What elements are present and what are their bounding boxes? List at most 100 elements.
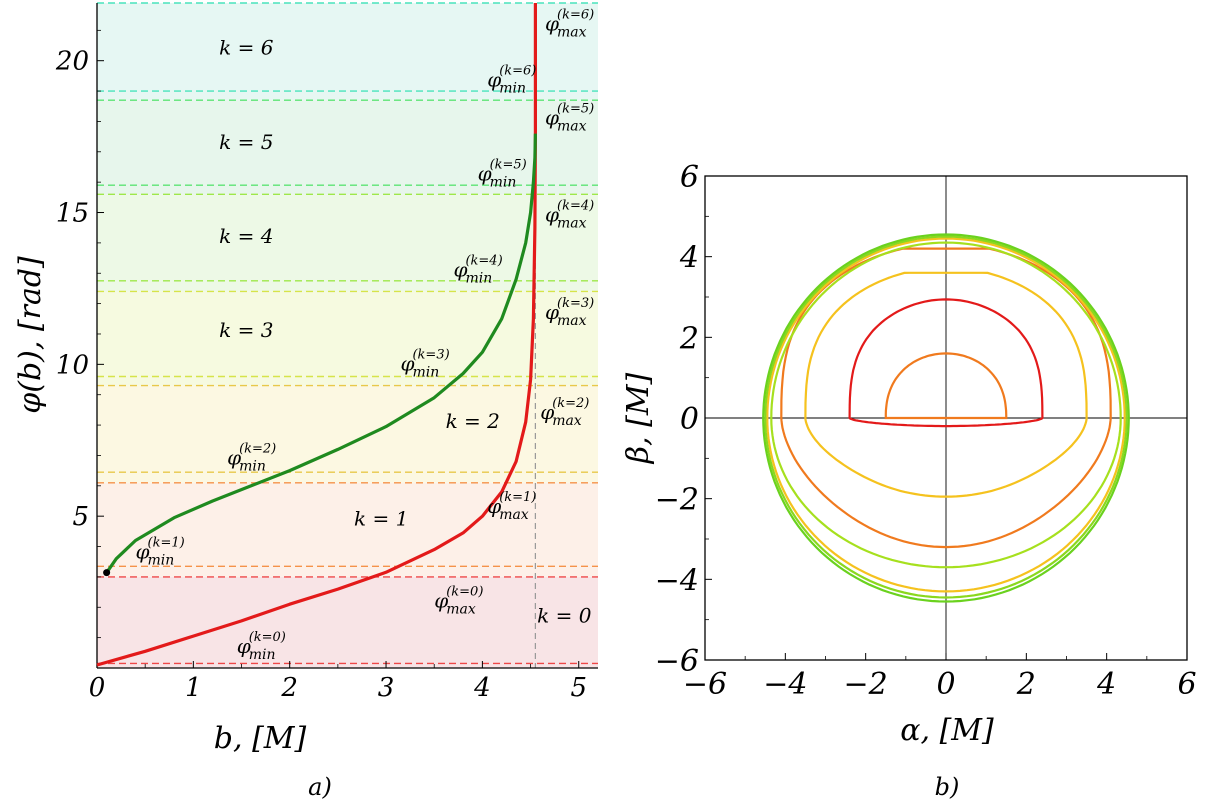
k-label-1: k = 1	[354, 506, 408, 530]
y-tick-label: 15	[56, 199, 89, 229]
start-point	[103, 569, 111, 577]
phi-max-k2: φ(k=2) max	[540, 396, 589, 429]
phi-subscript: min	[412, 364, 439, 380]
phi-symbol: φ	[487, 494, 501, 518]
y-tick-label: 6	[680, 160, 699, 195]
y-tick-label: 4	[679, 241, 699, 276]
y-tick-label: −4	[655, 563, 699, 598]
phi-symbol: φ	[478, 162, 492, 186]
phi-min-k3: φ(k=3) min	[400, 347, 449, 380]
phi-subscript: min	[465, 270, 492, 286]
x-tick-label: 2	[280, 673, 298, 703]
phi-superscript: (k=2)	[239, 442, 276, 457]
phi-symbol: φ	[545, 105, 559, 129]
phi-symbol: φ	[227, 446, 241, 470]
y-tick-label: 2	[679, 321, 699, 356]
phi-max-k4: φ(k=4) max	[545, 199, 594, 232]
phi-max-k1: φ(k=1) max	[487, 490, 536, 523]
phi-superscript: (k=1)	[499, 490, 536, 505]
phi-subscript: min	[499, 81, 526, 97]
k-label-2: k = 2	[446, 409, 500, 433]
phi-subscript: max	[446, 601, 476, 617]
shadow-contour-4	[770, 241, 1122, 569]
phi-symbol: φ	[453, 257, 467, 281]
phi-min-k6: φ(k=6) min	[487, 64, 536, 97]
panel-a: 0 1 2 3 4 5 5 10 15 20 k = 0 k = 1 k = 2 k = 3 k = 4 k …	[13, 2, 598, 801]
phi-subscript: max	[557, 313, 587, 329]
phi-min-k2: φ(k=2) min	[227, 442, 276, 475]
y-tick-label: 0	[680, 402, 699, 437]
panel-b: −6 −4 −2 0 2 4 6 −6 −4 −2 0 2 4 6 α, [M] β, [M] b)	[621, 160, 1197, 801]
k-label-5: k = 5	[219, 130, 273, 154]
curve-green	[105, 133, 537, 574]
shadow-contour-5	[766, 237, 1126, 593]
y-tick-label: 5	[72, 502, 89, 532]
phi-subscript: max	[557, 118, 587, 134]
phi-subscript: max	[557, 216, 587, 232]
phi-symbol: φ	[434, 588, 448, 612]
phi-max-k3: φ(k=3) max	[545, 296, 594, 329]
x-tick-label: 4	[473, 673, 491, 703]
phi-superscript: (k=6)	[499, 64, 536, 79]
phi-symbol: φ	[540, 400, 554, 424]
phi-superscript: (k=0)	[249, 630, 286, 645]
phi-symbol: φ	[545, 300, 559, 324]
phi-subscript: max	[552, 413, 582, 429]
phi-min-k1: φ(k=1) min	[136, 536, 185, 569]
phi-subscript: min	[249, 647, 276, 663]
phi-superscript: (k=1)	[148, 536, 185, 551]
x-tick-label: 4	[1096, 667, 1116, 702]
x-axis-label: α, [M]	[900, 713, 994, 748]
phi-max-k0: φ(k=0) max	[434, 584, 483, 617]
phi-superscript: (k=2)	[552, 396, 589, 411]
phi-min-k0: φ(k=0) min	[237, 630, 286, 663]
x-tick-label: 1	[185, 673, 202, 703]
k-label-6: k = 6	[219, 36, 274, 60]
x-tick-label: 0	[89, 673, 106, 703]
phi-superscript: (k=5)	[557, 101, 594, 116]
phi-symbol: φ	[545, 11, 559, 35]
band-k3	[97, 291, 598, 386]
shadow-contour-2	[804, 271, 1088, 498]
phi-superscript: (k=0)	[446, 584, 483, 599]
phi-subscript: min	[148, 553, 175, 569]
x-tick-label: 6	[1177, 667, 1196, 702]
phi-symbol: φ	[545, 203, 559, 227]
phi-max-k5: φ(k=5) max	[545, 101, 594, 134]
x-tick-label: 3	[378, 673, 395, 703]
curve-red	[96, 3, 537, 667]
band-k0	[97, 576, 598, 668]
phi-symbol: φ	[400, 351, 414, 375]
x-tick-label: −2	[844, 667, 888, 702]
y-tick-label: −6	[655, 644, 699, 679]
x-tick-label: −6	[683, 667, 727, 702]
panel-label-b: b)	[935, 773, 960, 801]
shadow-contour-6	[764, 235, 1128, 599]
band-k6	[97, 3, 598, 101]
phi-superscript: (k=3)	[557, 296, 594, 311]
y-axis-label: φ(b), [rad]	[13, 256, 48, 414]
x-axis-label: b, [M]	[214, 721, 307, 756]
phi-max-k6: φ(k=6) max	[545, 7, 594, 40]
y-tick-label: −2	[655, 483, 699, 518]
phi-subscript: min	[239, 459, 266, 475]
k-label-3: k = 3	[219, 318, 273, 342]
band-k5	[97, 100, 598, 195]
phi-superscript: (k=3)	[412, 347, 449, 362]
phi-symbol: φ	[237, 634, 251, 658]
phi-symbol: φ	[487, 68, 501, 92]
x-tick-label: 0	[936, 667, 955, 702]
y-tick-label: 10	[56, 350, 89, 380]
phi-superscript: (k=4)	[465, 253, 502, 268]
phi-subscript: min	[490, 175, 517, 191]
phi-superscript: (k=6)	[557, 7, 594, 22]
y-tick-label: 20	[55, 47, 89, 77]
x-tick-label: −4	[763, 667, 807, 702]
band-k1	[97, 482, 598, 577]
phi-min-k4: φ(k=4) min	[453, 253, 502, 286]
band-k4	[97, 194, 598, 292]
k-label-4: k = 4	[219, 224, 273, 248]
phi-superscript: (k=4)	[557, 199, 594, 214]
shadow-contour-0	[884, 352, 1008, 420]
